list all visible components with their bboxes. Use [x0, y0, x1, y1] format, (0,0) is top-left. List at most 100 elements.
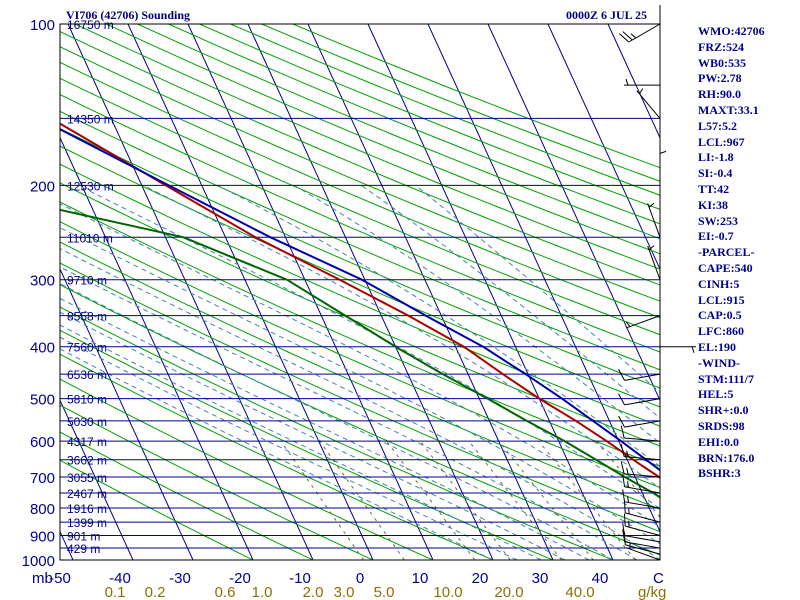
wind-barb — [622, 523, 661, 543]
mixing-ratio-label: 5.0 — [374, 584, 395, 600]
dry-adiabat-line — [60, 127, 660, 389]
wind-barb — [620, 444, 661, 461]
pressure-tick-label: 400 — [30, 340, 55, 357]
height-label: 5030 m — [67, 415, 107, 429]
stability-index: RH:90.0 — [698, 87, 741, 102]
stability-index: SI:-0.4 — [698, 166, 733, 181]
dry-adiabat-line — [60, 163, 660, 427]
dry-adiabat-line — [60, 284, 660, 556]
dry-adiabat-line — [60, 221, 660, 489]
temperature-tick-label: -20 — [229, 570, 251, 587]
stability-index: SHR+:0.0 — [698, 403, 749, 418]
dry-adiabat-line — [60, 431, 315, 560]
height-label: 11010 m — [67, 231, 113, 245]
dewpoint-profile-line — [60, 208, 660, 499]
pressure-tick-label: 200 — [30, 178, 55, 195]
stability-index: STM:111/7 — [698, 371, 755, 386]
wind-barb — [622, 529, 661, 549]
pressure-tick-label: 300 — [30, 273, 55, 290]
height-label: 4317 m — [67, 435, 107, 449]
stability-index: BRN:176.0 — [698, 450, 755, 465]
stability-index: EHI:0.0 — [698, 434, 740, 449]
moist-adiabat-line — [60, 247, 660, 560]
stability-index: -PARCEL- — [698, 245, 755, 260]
height-label: 2467 m — [67, 487, 107, 501]
height-label: 901 m — [67, 529, 100, 543]
stability-index: LI:-1.8 — [698, 150, 734, 165]
temperature-profile-line — [60, 122, 660, 480]
pressure-tick-label: 600 — [30, 434, 55, 451]
stability-index: WMO:42706 — [698, 24, 765, 38]
temperature-tick-label: -10 — [289, 570, 311, 587]
moist-adiabat-line — [415, 185, 660, 393]
pressure-tick-label: 100 — [30, 17, 55, 34]
isotherm-line — [67, 24, 314, 560]
isotherm-line — [60, 136, 254, 560]
stability-index: EL:190 — [698, 339, 737, 354]
mixing-ratio-line — [595, 440, 660, 518]
dry-adiabat-line — [60, 201, 660, 468]
pressure-tick-label: 800 — [30, 501, 55, 518]
isotherm-line — [307, 24, 554, 560]
isotherm-line — [60, 399, 134, 560]
mixing-ratio-line — [498, 440, 594, 560]
temperature-tick-label: -30 — [169, 570, 191, 587]
wind-barb — [618, 415, 661, 428]
wind-barb — [619, 23, 661, 43]
stability-index: FRZ:524 — [698, 39, 744, 54]
stability-index: LFC:860 — [698, 324, 744, 339]
mixing-ratio-label: 0.6 — [215, 584, 236, 600]
mixing-ratio-label: 20.0 — [494, 584, 523, 600]
isotherm-line — [607, 24, 660, 139]
wind-barb — [620, 461, 661, 478]
sounding-time: 0000Z 6 JUL 25 — [566, 8, 648, 22]
wind-barb — [625, 315, 661, 329]
wind-barb — [623, 513, 661, 536]
mixing-ratio-label: 2.0 — [303, 584, 324, 600]
mixing-ratio-line — [280, 440, 364, 560]
dry-adiabat-line — [60, 353, 495, 560]
mixing-ratio-label: 1.0 — [252, 584, 273, 600]
wind-barb — [622, 474, 661, 494]
wind-barb — [660, 346, 696, 353]
wind-barb — [618, 369, 661, 381]
mixing-ratio-line — [386, 440, 476, 560]
stability-index: L57:5.2 — [698, 118, 737, 133]
temperature-tick-label: 20 — [472, 570, 489, 587]
isotherm-line — [0, 24, 13, 560]
mixing-ratio-line — [468, 440, 562, 560]
stability-index: TT:42 — [698, 181, 730, 196]
temperature-tick-label: 10 — [412, 570, 429, 587]
stability-index: EI:-0.7 — [698, 229, 734, 244]
dry-adiabat-line — [60, 94, 660, 353]
moist-adiabat-line — [60, 203, 660, 528]
dry-adiabat-line — [60, 404, 375, 560]
height-label: 5810 m — [67, 393, 107, 407]
dry-adiabat-line — [60, 77, 660, 336]
mixing-ratio-label: 0.2 — [145, 584, 166, 600]
dry-adiabat-line — [60, 262, 660, 533]
mixing-ratio-unit-label: g/kg — [638, 584, 666, 600]
dry-adiabat-line — [60, 306, 615, 560]
height-label: 3055 m — [67, 471, 107, 485]
mixing-ratio-label: 10.0 — [433, 584, 462, 600]
dry-adiabat-line — [60, 31, 660, 286]
stability-index: SRDS:98 — [698, 418, 745, 433]
moist-adiabat-line — [60, 336, 518, 560]
pressure-tick-label: 900 — [30, 528, 55, 545]
stability-index: CAP:0.5 — [698, 308, 742, 323]
height-label: 9710 m — [67, 274, 107, 288]
stability-index: HEL:5 — [698, 387, 734, 402]
stability-index: PW:2.78 — [698, 71, 742, 86]
isotherm-line — [187, 24, 434, 560]
wind-barb — [647, 245, 661, 280]
wind-barb — [636, 88, 661, 119]
pressure-tick-label: 1000 — [22, 553, 55, 570]
height-label: 14350 m — [67, 112, 114, 126]
wind-barb — [622, 489, 661, 509]
dry-adiabat-line — [60, 61, 660, 319]
temperature-tick-label: -40 — [109, 570, 131, 587]
height-label: 8558 m — [67, 310, 107, 324]
wind-barb — [618, 393, 661, 406]
